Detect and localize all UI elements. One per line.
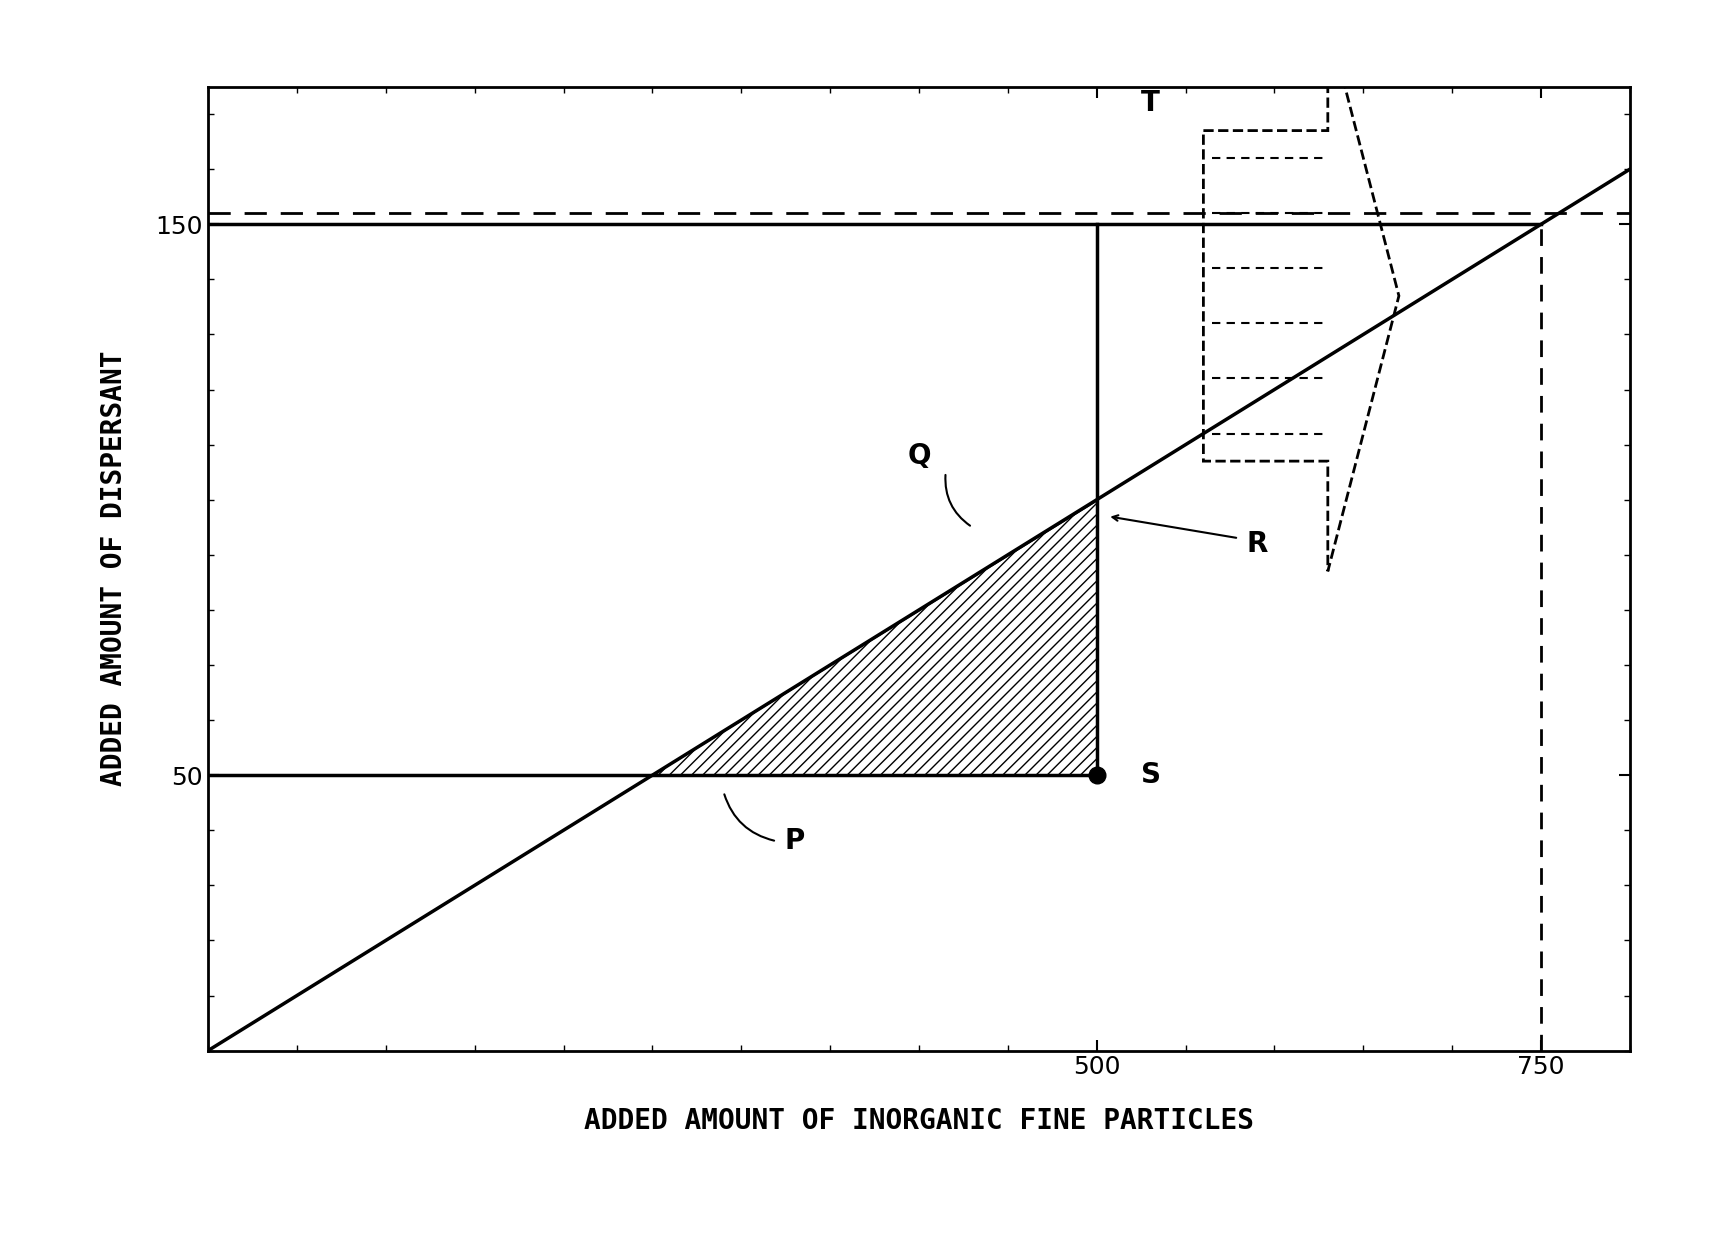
Y-axis label: ADDED AMOUNT OF DISPERSANT: ADDED AMOUNT OF DISPERSANT <box>101 351 128 786</box>
Text: S: S <box>1141 761 1162 789</box>
X-axis label: ADDED AMOUNT OF INORGANIC FINE PARTICLES: ADDED AMOUNT OF INORGANIC FINE PARTICLES <box>584 1107 1254 1135</box>
Polygon shape <box>652 499 1096 775</box>
Text: R: R <box>1247 530 1268 557</box>
Text: P: P <box>784 827 805 855</box>
Text: T: T <box>1141 89 1160 117</box>
Text: Q: Q <box>907 441 931 470</box>
